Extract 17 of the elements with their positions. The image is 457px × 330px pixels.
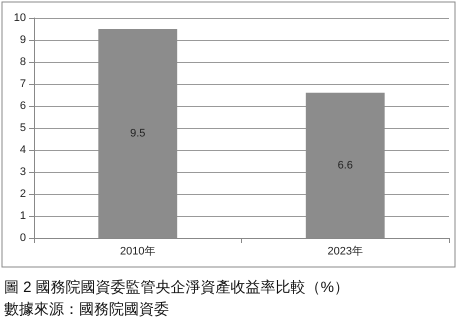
y-tick-label: 2 — [20, 188, 26, 200]
y-tick-label: 3 — [20, 166, 26, 178]
y-tick-label: 4 — [20, 144, 26, 156]
text: 數據來源：國務院國資委 — [4, 301, 169, 318]
x-tick-label: 2023年 — [328, 246, 363, 258]
y-tick-label: 1 — [20, 210, 26, 222]
y-tick-label: 6 — [20, 100, 26, 112]
data-label: 6.6 — [338, 159, 353, 172]
y-tick-label: 10 — [14, 12, 26, 24]
data-label: 9.5 — [130, 128, 146, 140]
text: 圖 2 國務院國資委監管央企淨資產收益率比較（%） — [4, 279, 350, 296]
y-tick-label: 7 — [20, 78, 26, 90]
x-tick-label: 2010年 — [120, 246, 156, 258]
y-tick-label: 5 — [20, 122, 26, 134]
y-tick-label: 8 — [20, 56, 26, 68]
y-tick-label: 0 — [20, 232, 26, 244]
y-tick-label: 9 — [20, 34, 26, 46]
